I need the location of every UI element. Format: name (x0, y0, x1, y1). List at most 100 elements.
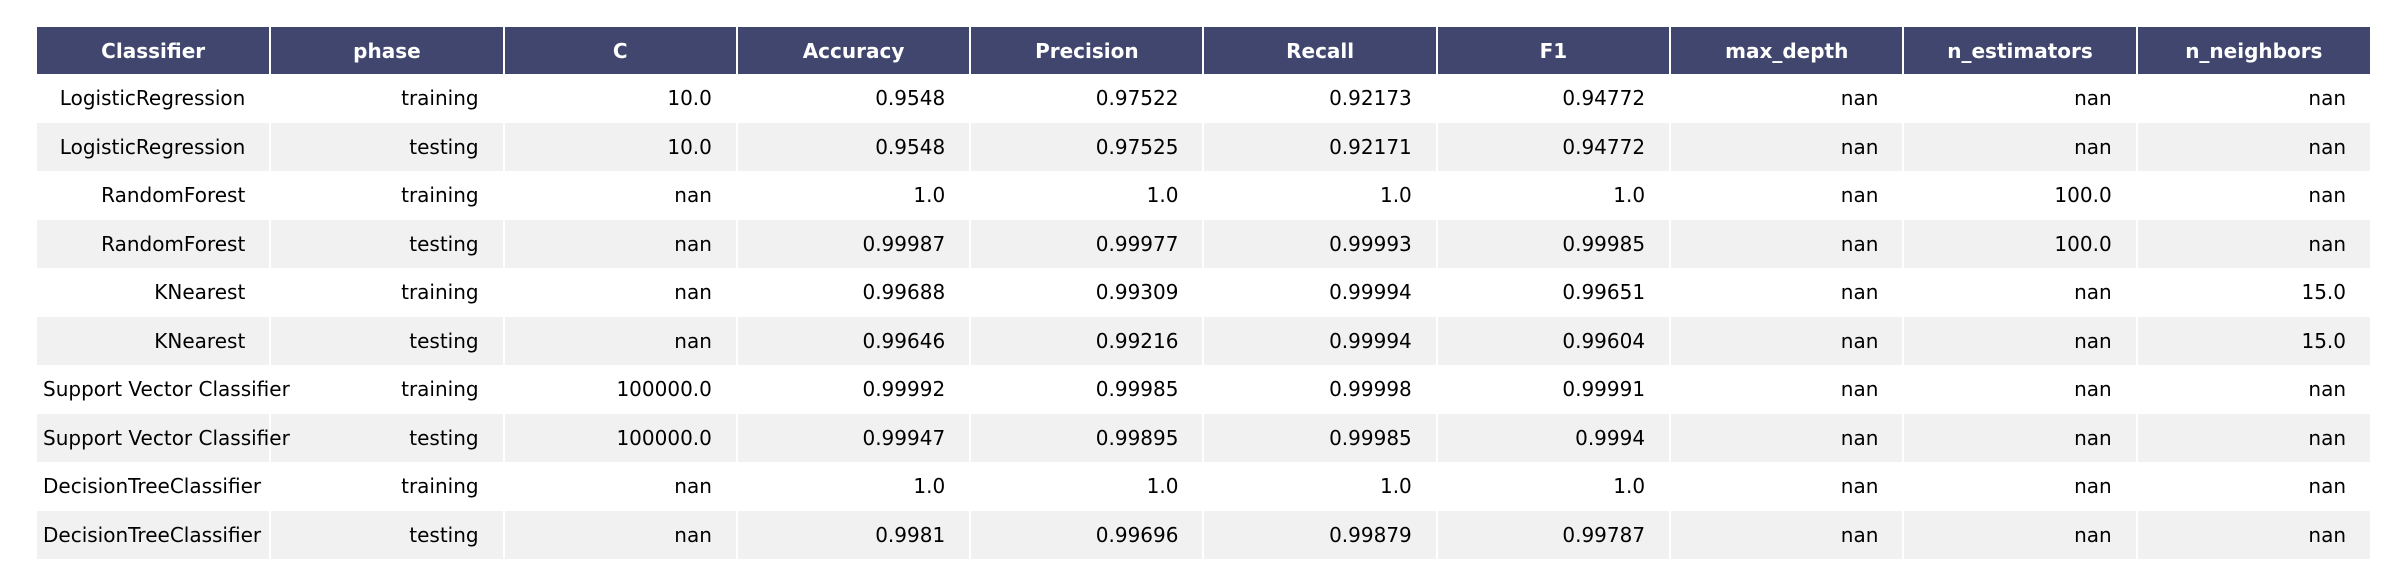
table-cell-c: 100000.0 (503, 413, 738, 462)
table-cell-phase: training (270, 365, 505, 414)
table-cell-f1: 0.99651 (1436, 268, 1672, 317)
table-cell-c: nan (503, 219, 738, 268)
table-cell-n-neighbors: nan (2136, 365, 2370, 414)
table-cell-precision: 0.97522 (970, 74, 1205, 123)
table-cell-f1: 0.99985 (1436, 219, 1672, 268)
table-cell-f1: 1.0 (1436, 462, 1672, 511)
table-cell-n-neighbors: nan (2136, 171, 2370, 220)
table-cell-classifier: LogisticRegression (37, 74, 272, 123)
table-cell-recall: 0.99994 (1203, 316, 1438, 365)
table-cell-classifier: DecisionTreeClassifier (37, 462, 272, 511)
table-cell-n-estimators: 100.0 (1903, 171, 2138, 220)
table-cell-precision: 0.99895 (970, 413, 1205, 462)
table-row: Support Vector Classifier training 100000.… (37, 365, 2370, 414)
table-cell-recall: 1.0 (1203, 171, 1438, 220)
table-row: LogisticRegression training 10.0 0.9548 0.97… (37, 74, 2370, 123)
table-cell-accuracy: 0.99992 (736, 365, 972, 414)
table-cell-classifier: KNearest (37, 316, 272, 365)
table-cell-n-estimators: nan (1903, 462, 2138, 511)
table-cell-c: nan (503, 510, 738, 559)
table-cell-phase: testing (270, 316, 505, 365)
table-cell-n-estimators: 100.0 (1903, 219, 2138, 268)
table-cell-max-depth: nan (1670, 268, 1905, 317)
table-cell-max-depth: nan (1670, 365, 1905, 414)
table-cell-f1: 0.99991 (1436, 365, 1672, 414)
table-cell-c: 10.0 (503, 74, 738, 123)
table-row: RandomForest testing nan 0.99987 0.99977 0.99… (37, 219, 2370, 268)
table-cell-phase: training (270, 268, 505, 317)
column-header-accuracy: Accuracy (736, 27, 972, 74)
table-cell-recall: 0.99985 (1203, 413, 1438, 462)
table-row: KNearest training nan 0.99688 0.99309 0.99994… (37, 268, 2370, 317)
table-cell-c: nan (503, 268, 738, 317)
table-cell-phase: testing (270, 122, 505, 171)
table-cell-precision: 0.97525 (970, 122, 1205, 171)
table-cell-n-neighbors: nan (2136, 122, 2370, 171)
table-cell-c: nan (503, 462, 738, 511)
table-cell-f1: 0.99787 (1436, 510, 1672, 559)
table-cell-max-depth: nan (1670, 462, 1905, 511)
table-cell-accuracy: 0.99688 (736, 268, 972, 317)
table-cell-recall: 0.92173 (1203, 74, 1438, 123)
table-cell-n-neighbors: 15.0 (2136, 316, 2370, 365)
table-cell-precision: 0.99309 (970, 268, 1205, 317)
column-header-precision: Precision (970, 27, 1205, 74)
table-cell-accuracy: 0.9981 (736, 510, 972, 559)
table-cell-classifier: RandomForest (37, 171, 272, 220)
table-row: DecisionTreeClassifier training nan 1.0 1.0 1… (37, 462, 2370, 511)
table-cell-phase: training (270, 74, 505, 123)
table-cell-n-neighbors: nan (2136, 462, 2370, 511)
table-cell-accuracy: 0.99947 (736, 413, 972, 462)
table-cell-max-depth: nan (1670, 413, 1905, 462)
table-cell-f1: 0.99604 (1436, 316, 1672, 365)
table-cell-phase: testing (270, 219, 505, 268)
table-cell-n-neighbors: nan (2136, 219, 2370, 268)
column-header-phase: phase (270, 27, 505, 74)
column-header-recall: Recall (1203, 27, 1438, 74)
table-cell-max-depth: nan (1670, 74, 1905, 123)
table-cell-n-estimators: nan (1903, 365, 2138, 414)
column-header-f1: F1 (1436, 27, 1672, 74)
table-cell-accuracy: 0.99646 (736, 316, 972, 365)
table-cell-recall: 0.99998 (1203, 365, 1438, 414)
table-row: LogisticRegression testing 10.0 0.9548 0.975… (37, 122, 2370, 171)
table-cell-phase: training (270, 171, 505, 220)
table-cell-classifier: LogisticRegression (37, 122, 272, 171)
table-cell-classifier: Support Vector Classifier (37, 365, 290, 414)
table-cell-precision: 0.99985 (970, 365, 1205, 414)
column-header-classifier: Classifier (37, 27, 272, 74)
table-cell-max-depth: nan (1670, 171, 1905, 220)
table-cell-phase: training (270, 462, 505, 511)
table-cell-n-estimators: nan (1903, 316, 2138, 365)
table-cell-n-neighbors: nan (2136, 74, 2370, 123)
table-cell-max-depth: nan (1670, 219, 1905, 268)
table-cell-accuracy: 0.9548 (736, 74, 972, 123)
table-cell-n-neighbors: 15.0 (2136, 268, 2370, 317)
table-cell-recall: 0.99994 (1203, 268, 1438, 317)
table-body: LogisticRegression training 10.0 0.9548 0.97… (37, 74, 2370, 559)
header-row: Classifier phase C Accuracy Precision Recall F… (37, 27, 2370, 74)
table-cell-n-estimators: nan (1903, 413, 2138, 462)
table-cell-n-neighbors: nan (2136, 510, 2370, 559)
table-cell-recall: 0.99879 (1203, 510, 1438, 559)
table-cell-recall: 0.99993 (1203, 219, 1438, 268)
table-cell-accuracy: 0.9548 (736, 122, 972, 171)
table-cell-c: 10.0 (503, 122, 738, 171)
table-row: KNearest testing nan 0.99646 0.99216 0.99994 0… (37, 316, 2370, 365)
column-header-max-depth: max_depth (1670, 27, 1905, 74)
table-cell-phase: testing (270, 413, 505, 462)
table-cell-n-neighbors: nan (2136, 413, 2370, 462)
table-cell-c: nan (503, 316, 738, 365)
table-cell-f1: 0.9994 (1436, 413, 1672, 462)
table-cell-c: nan (503, 171, 738, 220)
table-row: RandomForest training nan 1.0 1.0 1.0 1.0 nan 10… (37, 171, 2370, 220)
table-cell-recall: 0.92171 (1203, 122, 1438, 171)
table-cell-classifier: Support Vector Classifier (37, 413, 290, 462)
column-header-c: C (503, 27, 738, 74)
table-cell-n-estimators: nan (1903, 268, 2138, 317)
table-cell-f1: 0.94772 (1436, 74, 1672, 123)
table-cell-precision: 0.99977 (970, 219, 1205, 268)
table-cell-classifier: KNearest (37, 268, 272, 317)
table-cell-precision: 1.0 (970, 462, 1205, 511)
